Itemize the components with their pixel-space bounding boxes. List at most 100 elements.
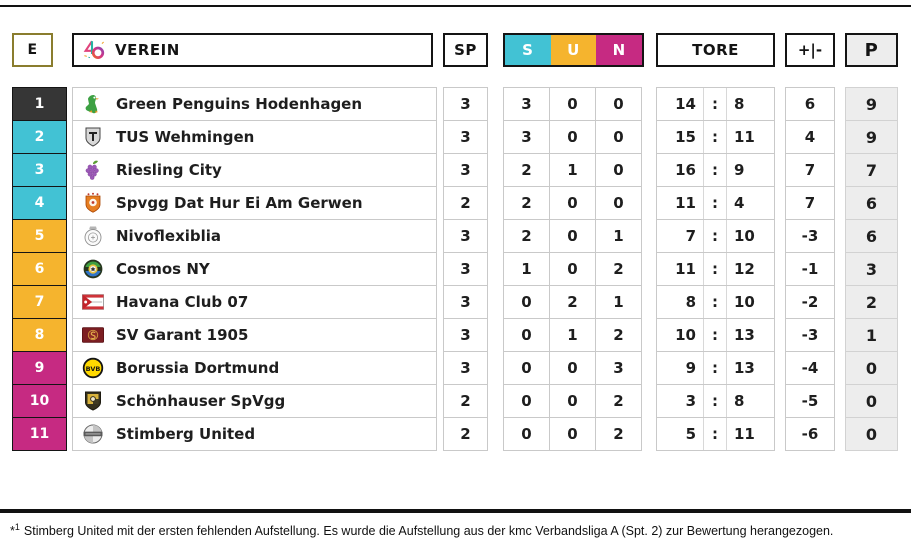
played-cell: 2 [443, 186, 488, 220]
wins-cell: 0 [503, 384, 550, 418]
club-name: Borussia Dortmund [116, 359, 280, 377]
club-name: Havana Club 07 [116, 293, 249, 311]
header-draws: U [550, 35, 597, 65]
points-cell: 9 [845, 87, 898, 121]
goals-separator: : [704, 220, 727, 252]
goals-against: 11 [734, 128, 755, 146]
goals-separator: : [704, 418, 727, 450]
position-badge: 9 [12, 351, 67, 385]
club-cell[interactable]: BVB Borussia Dortmund [72, 351, 437, 385]
club-cell[interactable]: Schönhauser SpVgg [72, 384, 437, 418]
losses-cell: 3 [595, 351, 642, 385]
points-cell: 9 [845, 120, 898, 154]
goal-diff-cell: 7 [785, 153, 835, 187]
goals-cell: 15 : 11 [656, 120, 775, 154]
wins-cell: 1 [503, 252, 550, 286]
goals-for: 10 [657, 319, 704, 351]
goals-cell: 11 : 4 [656, 186, 775, 220]
goals-against: 13 [734, 326, 755, 344]
table-row: 3 Riesling City 3 2 1 0 16 : 9 7 7 [0, 153, 911, 187]
position-number: 11 [29, 426, 50, 442]
havana-flag-icon [81, 290, 105, 314]
position-number: 9 [34, 360, 45, 376]
played-cell: 3 [443, 285, 488, 319]
club-cell[interactable]: Stimberg United [72, 417, 437, 451]
losses-cell: 1 [595, 219, 642, 253]
wins-cell: 0 [503, 417, 550, 451]
goals-for: 7 [657, 220, 704, 252]
position-badge: 1 [12, 87, 67, 121]
losses-cell: 0 [595, 120, 642, 154]
goals-for: 5 [657, 418, 704, 450]
position-badge: 2 [12, 120, 67, 154]
schoenhauser-crest-icon [81, 389, 105, 413]
club-cell[interactable]: Havana Club 07 [72, 285, 437, 319]
draws-cell: 1 [549, 318, 596, 352]
club-name: Riesling City [116, 161, 222, 179]
club-cell[interactable]: Cosmos NY [72, 252, 437, 286]
played-cell: 3 [443, 219, 488, 253]
goals-for: 9 [657, 352, 704, 384]
header-club: VEREIN [72, 33, 433, 67]
table-row: 2 TUS Wehmingen 3 3 0 0 15 : 11 4 9 [0, 120, 911, 154]
goals-cell: 7 : 10 [656, 219, 775, 253]
played-cell: 2 [443, 384, 488, 418]
position-badge: 11 [12, 417, 67, 451]
stimberg-ball-icon [81, 422, 105, 446]
position-number: 8 [34, 327, 45, 343]
header-goals: TORE [656, 33, 775, 67]
cosmos-icon [81, 257, 105, 281]
goals-separator: : [704, 88, 727, 120]
points-cell: 0 [845, 384, 898, 418]
green-penguin-icon [81, 92, 105, 116]
draws-cell: 0 [549, 219, 596, 253]
header-goals-label: TORE [692, 41, 739, 59]
club-cell[interactable]: Spvgg Dat Hur Ei Am Gerwen [72, 186, 437, 220]
club-name: TUS Wehmingen [116, 128, 255, 146]
header-points-label: P [864, 39, 879, 61]
club-cell[interactable]: SV Garant 1905 [72, 318, 437, 352]
losses-cell: 0 [595, 186, 642, 220]
goals-separator: : [704, 319, 727, 351]
orange-crest-icon [81, 191, 105, 215]
club-name: SV Garant 1905 [116, 326, 249, 344]
position-badge: 10 [12, 384, 67, 418]
goals-cell: 10 : 13 [656, 318, 775, 352]
goals-for: 15 [657, 121, 704, 153]
club-name: Cosmos NY [116, 260, 210, 278]
club-cell[interactable]: Green Penguins Hodenhagen [72, 87, 437, 121]
goals-against: 10 [734, 293, 755, 311]
position-number: 3 [34, 162, 45, 178]
goals-cell: 3 : 8 [656, 384, 775, 418]
position-badge: 8 [12, 318, 67, 352]
club-cell[interactable]: TUS Wehmingen [72, 120, 437, 154]
club-name: Nivoflexiblia [116, 227, 222, 245]
table-row: 5 Nivoflexiblia 3 2 0 1 7 : 10 -3 6 [0, 219, 911, 253]
wins-cell: 2 [503, 219, 550, 253]
club-cell[interactable]: Nivoflexiblia [72, 219, 437, 253]
position-badge: 3 [12, 153, 67, 187]
draws-cell: 2 [549, 285, 596, 319]
goals-for: 11 [657, 187, 704, 219]
goals-against: 12 [734, 260, 755, 278]
goals-against: 8 [734, 95, 745, 113]
goals-for: 11 [657, 253, 704, 285]
losses-cell: 0 [595, 87, 642, 121]
header-position-label: E [27, 42, 38, 58]
footnote-text: Stimberg United mit der ersten fehlenden… [23, 524, 834, 539]
header-losses: N [596, 35, 643, 65]
position-number: 7 [34, 294, 45, 310]
club-cell[interactable]: Riesling City [72, 153, 437, 187]
header-played-label: SP [454, 41, 477, 59]
goals-cell: 9 : 13 [656, 351, 775, 385]
footnote: *1 Stimberg United mit der ersten fehlend… [10, 522, 833, 538]
grapes-icon [81, 158, 105, 182]
goals-for: 16 [657, 154, 704, 186]
table-row: 11 Stimberg United 2 0 0 2 5 : 11 -6 0 [0, 417, 911, 451]
draws-cell: 0 [549, 186, 596, 220]
position-badge: 5 [12, 219, 67, 253]
points-cell: 6 [845, 219, 898, 253]
goals-cell: 11 : 12 [656, 252, 775, 286]
points-cell: 3 [845, 252, 898, 286]
position-number: 2 [34, 129, 45, 145]
